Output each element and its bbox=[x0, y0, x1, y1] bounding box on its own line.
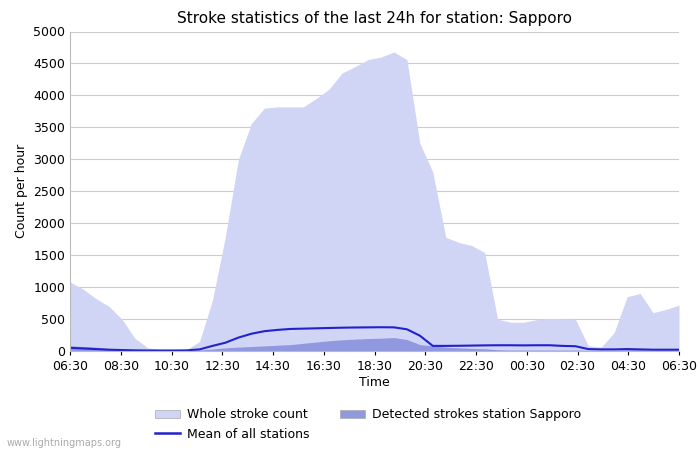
Legend: Whole stroke count, Mean of all stations, Detected strokes station Sapporo: Whole stroke count, Mean of all stations… bbox=[155, 408, 581, 441]
Y-axis label: Count per hour: Count per hour bbox=[15, 144, 27, 238]
Text: www.lightningmaps.org: www.lightningmaps.org bbox=[7, 438, 122, 448]
Title: Stroke statistics of the last 24h for station: Sapporo: Stroke statistics of the last 24h for st… bbox=[177, 11, 572, 26]
X-axis label: Time: Time bbox=[359, 376, 390, 389]
